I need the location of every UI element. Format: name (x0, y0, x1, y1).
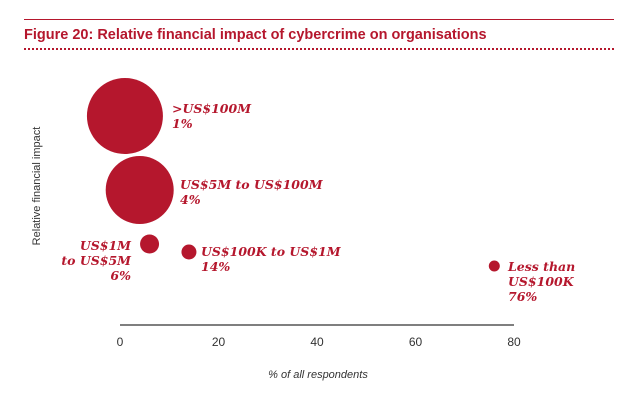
x-tick-label: 20 (212, 335, 226, 349)
figure-title: Figure 20: Relative financial impact of … (24, 27, 487, 43)
bubble-data-label: >US$100M 1% (172, 101, 252, 131)
y-axis-title: Relative financial impact (31, 127, 43, 246)
x-tick-label: 60 (409, 335, 423, 349)
title-dotted-rule (24, 48, 614, 50)
bubble-data-label: Less than US$100K 76% (507, 259, 575, 304)
bubble-point (86, 78, 163, 154)
top-rule (24, 19, 614, 20)
bubble-point (181, 244, 197, 260)
bubble-point (105, 156, 174, 224)
bubble-point (488, 260, 500, 272)
x-tick-label: 40 (310, 335, 324, 349)
bubble-point (140, 234, 160, 254)
x-axis-title: % of all respondents (268, 369, 368, 381)
bubble-data-label: US$100K to US$1M 14% (201, 244, 342, 274)
x-tick-label: 80 (507, 335, 521, 349)
bubble-data-label: US$1M to US$5M 6% (61, 238, 132, 283)
x-tick-label: 0 (117, 335, 124, 349)
bubble-data-label: US$5M to US$100M 4% (180, 177, 324, 207)
